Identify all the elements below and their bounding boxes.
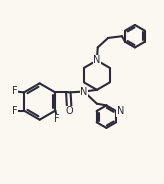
Text: O: O bbox=[65, 106, 73, 116]
Text: N: N bbox=[93, 55, 101, 66]
Text: F: F bbox=[11, 106, 17, 116]
Text: F: F bbox=[54, 114, 60, 124]
Text: N: N bbox=[117, 106, 124, 116]
Text: F: F bbox=[11, 86, 17, 96]
Text: N: N bbox=[80, 86, 88, 97]
